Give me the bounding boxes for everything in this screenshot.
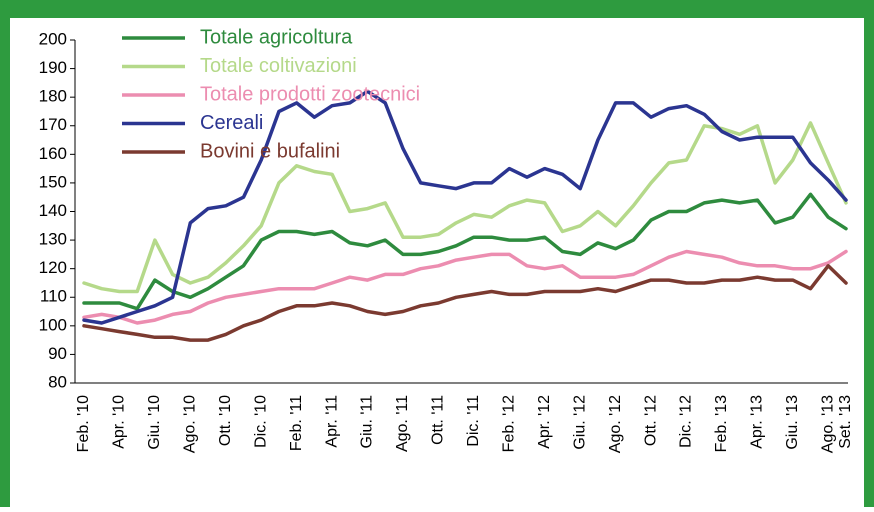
y-tick-label: 90 [48, 344, 67, 363]
x-tick-label: Feb. '13 [713, 395, 730, 452]
y-tick-label: 140 [39, 201, 67, 220]
x-tick-label: Giu. '10 [146, 395, 163, 450]
series-line [82, 89, 848, 325]
y-tick-label: 180 [39, 87, 67, 106]
y-tick-label: 120 [39, 258, 67, 277]
x-tick-label: Set. '13 [837, 395, 854, 449]
legend-label: Totale coltivazioni [200, 55, 357, 77]
y-tick-label: 200 [39, 29, 67, 48]
x-tick-label: Ott. '11 [430, 395, 447, 445]
x-tick-label: Dic. '12 [678, 395, 695, 448]
y-tick-label: 170 [39, 115, 67, 134]
x-tick-label: Apr. '12 [536, 395, 553, 449]
legend-label: Totale prodotti zootecnici [200, 83, 420, 105]
x-tick-label: Ott. '10 [217, 395, 234, 446]
x-tick-label: Dic. '10 [252, 395, 269, 448]
series-line [82, 249, 848, 325]
y-tick-label: 110 [40, 287, 67, 306]
x-tick-label: Dic. '11 [465, 395, 482, 447]
legend-label: Totale agricoltura [200, 26, 353, 48]
x-tick-label: Giu. '13 [784, 395, 801, 450]
x-tick-label: Ago. '11 [394, 395, 411, 452]
panel [10, 18, 864, 507]
y-tick-label: 190 [39, 58, 67, 77]
x-tick-label: Apr. '13 [749, 395, 766, 449]
y-tick-label: 80 [48, 372, 67, 391]
x-tick-label: Giu. '11 [359, 395, 376, 449]
y-tick-label: 130 [39, 230, 67, 249]
x-tick-label: Feb. '12 [500, 395, 517, 452]
x-tick-label: Ago. '12 [607, 395, 624, 453]
x-tick-label: Feb. '10 [75, 395, 92, 452]
legend-label: Bovini e bufalini [200, 140, 340, 162]
x-tick-label: Apr. '10 [111, 395, 128, 449]
x-tick-label: Ott. '12 [642, 395, 659, 446]
y-tick-label: 160 [39, 144, 67, 163]
x-tick-label: Ago. '13 [819, 395, 836, 453]
x-tick-label: Feb. '11 [288, 395, 305, 451]
x-tick-label: Giu. '12 [571, 395, 588, 450]
y-tick-label: 100 [39, 315, 67, 334]
series-line [82, 192, 848, 311]
series-line [82, 264, 848, 342]
x-tick-label: Ago. '10 [182, 395, 199, 453]
legend-label: Cereali [200, 112, 263, 134]
y-tick-label: 150 [39, 172, 67, 191]
x-tick-label: Apr. '11 [323, 395, 340, 448]
